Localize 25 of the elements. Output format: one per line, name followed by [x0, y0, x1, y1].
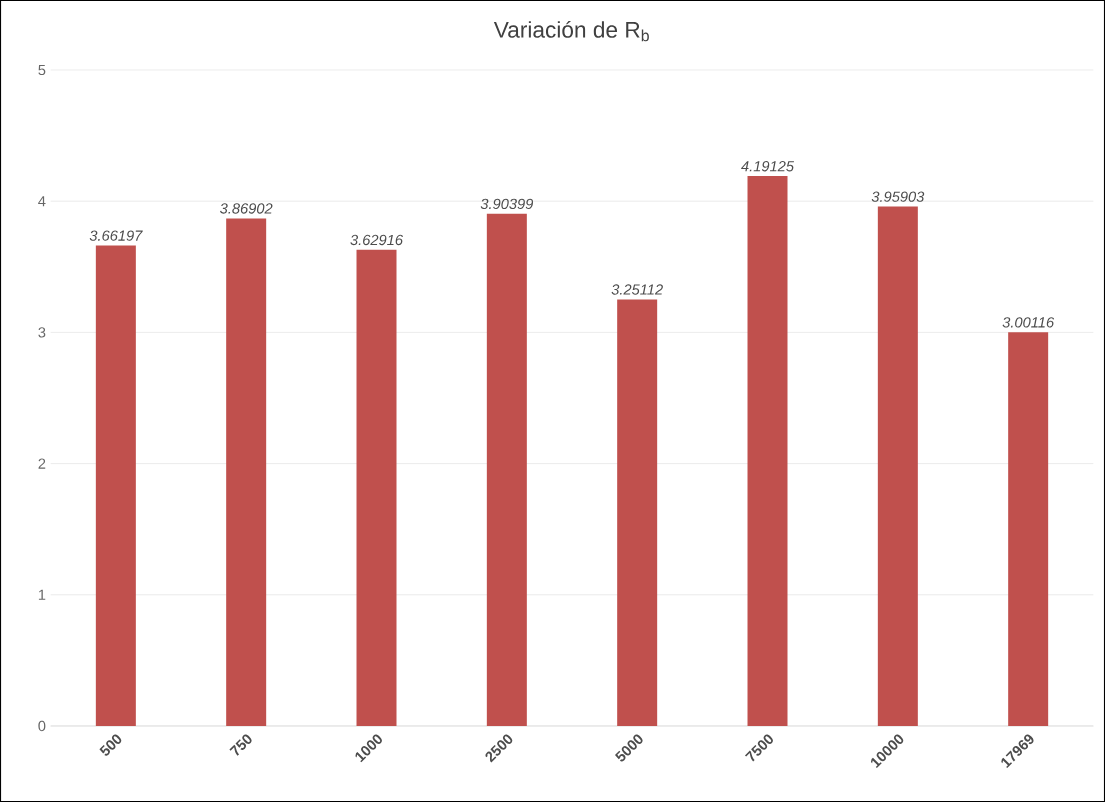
data-label: 3.62916 [350, 234, 403, 246]
data-label: 3.25112 [611, 284, 663, 295]
bar [1008, 332, 1049, 726]
bar [95, 245, 136, 726]
y-tick-label: 3 [38, 327, 46, 338]
data-label: 3.90399 [480, 198, 534, 210]
chart-title: Variación de R$_{b}$ [493, 20, 649, 42]
bar [486, 213, 527, 726]
y-tick-label: 0 [38, 720, 46, 732]
data-label: 3.95903 [871, 191, 925, 202]
data-label: 3.00116 [1002, 317, 1055, 328]
y-tick-label: 2 [38, 458, 46, 469]
y-tick-label: 5 [38, 64, 46, 76]
bar [747, 176, 788, 726]
y-tick-label: 4 [38, 196, 46, 207]
x-tick-label: 750 [229, 734, 252, 756]
data-label: 3.86902 [220, 203, 273, 214]
bar [617, 299, 658, 726]
data-label: 3.66197 [89, 230, 143, 241]
bar [226, 218, 267, 726]
bar [877, 206, 918, 726]
bar [356, 249, 397, 726]
x-tick-label: 500 [99, 734, 122, 756]
data-label: 4.19125 [741, 161, 795, 172]
y-tick-label: 1 [38, 589, 46, 600]
